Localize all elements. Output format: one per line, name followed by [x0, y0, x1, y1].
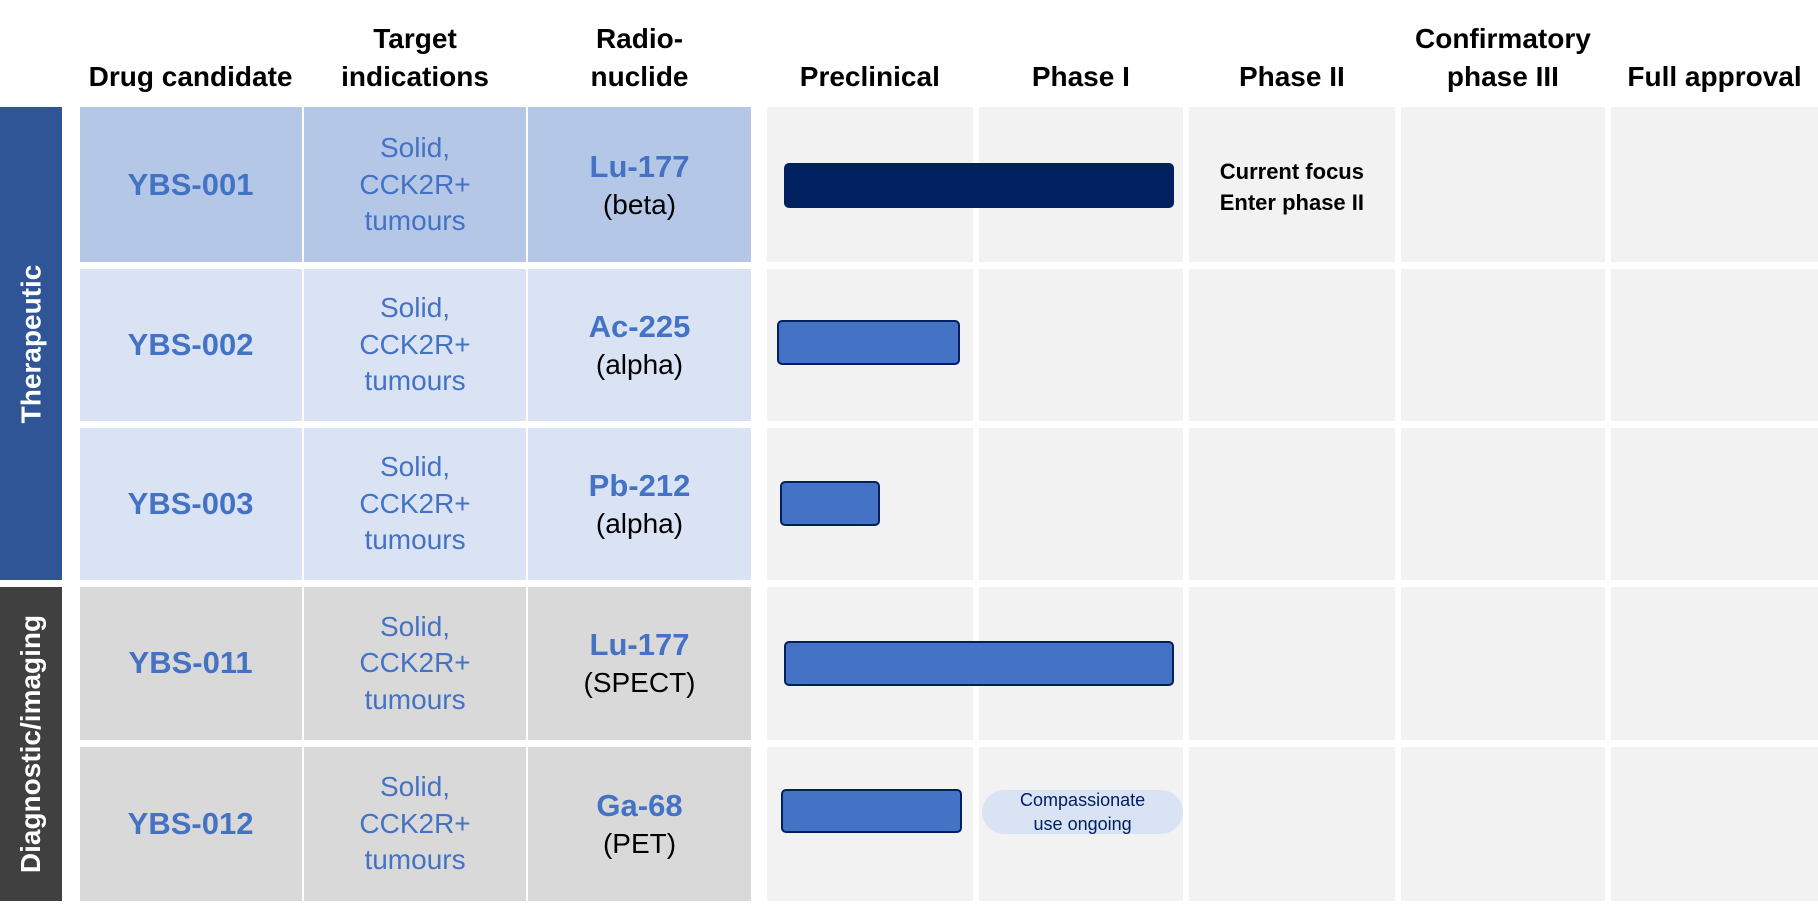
- phase-cell: [1189, 269, 1395, 421]
- phase-cell: [1611, 107, 1818, 263]
- nuclide-cell: Lu-177 (beta): [528, 107, 751, 263]
- phase-cell: [978, 269, 1184, 421]
- indication-text: Solid, CCK2R+ tumours: [359, 132, 471, 237]
- nuclide-name: Lu-177: [589, 627, 690, 662]
- column-header: Phase I: [979, 0, 1184, 99]
- indication-text: Solid, CCK2R+ tumours: [359, 610, 471, 715]
- group-text: Diagnostic/imaging: [14, 615, 46, 874]
- phase-cell: [1189, 587, 1395, 740]
- status-note: Current focus Enter phase II: [1189, 150, 1395, 225]
- column-header: Target indications: [304, 0, 526, 99]
- nuclide-cell: Ac-225 (alpha): [528, 269, 751, 421]
- header-text: Phase I: [1031, 60, 1130, 92]
- progress-bar: [784, 641, 1174, 687]
- note-text: Current focus: [1219, 158, 1364, 184]
- candidate-cell: YBS-003: [79, 427, 302, 581]
- phase-cell: [1400, 587, 1606, 740]
- column-header: Confirmatory phase III: [1401, 0, 1606, 99]
- header-text: Phase II: [1238, 60, 1345, 92]
- nuclide-type: (alpha): [595, 348, 684, 380]
- phase-cell: [1189, 746, 1395, 902]
- candidate-name: YBS-011: [128, 645, 253, 681]
- nuclide-type: (beta): [602, 188, 677, 220]
- group-label: Therapeutic: [0, 107, 62, 581]
- candidate-name: YBS-012: [127, 805, 254, 841]
- progress-bar: [779, 480, 881, 526]
- group-text: Therapeutic: [14, 264, 46, 424]
- group-label: Diagnostic/imaging: [0, 587, 62, 902]
- column-header: Phase II: [1189, 0, 1395, 99]
- phase-cell: [1189, 107, 1395, 263]
- indication-cell: Solid, CCK2R+ tumours: [303, 269, 527, 421]
- phase-cell: [978, 427, 1184, 581]
- indication-cell: Solid, CCK2R+ tumours: [303, 107, 527, 263]
- nuclide-name: Lu-177: [589, 148, 690, 184]
- nuclide-name: Ac-225: [588, 308, 691, 344]
- progress-bar: [777, 320, 960, 366]
- note-text: Enter phase II: [1219, 189, 1365, 215]
- indication-text: Solid, CCK2R+ tumours: [359, 451, 471, 556]
- progress-bar: [784, 162, 1174, 209]
- nuclide-name: Pb-212: [588, 467, 691, 503]
- indication-cell: Solid, CCK2R+ tumours: [303, 427, 527, 581]
- candidate-cell: YBS-001: [79, 107, 302, 263]
- nuclide-cell: Pb-212 (alpha): [528, 427, 751, 581]
- phase-cell: [1400, 269, 1606, 421]
- nuclide-type: (alpha): [595, 507, 684, 539]
- phase-cell: [1400, 107, 1606, 263]
- column-header: Radio-nuclide: [581, 0, 698, 99]
- indication-cell: Solid, CCK2R+ tumours: [303, 746, 527, 902]
- phase-cell: [1400, 746, 1606, 902]
- indication-text: Solid, CCK2R+ tumours: [359, 771, 471, 876]
- nuclide-type: (SPECT): [583, 667, 696, 699]
- header-text: Target indications: [341, 22, 489, 92]
- header-text: Confirmatory phase III: [1415, 22, 1591, 92]
- candidate-cell: YBS-012: [79, 746, 302, 902]
- nuclide-cell: Lu-177 (SPECT): [528, 587, 751, 740]
- column-header: Full approval: [1611, 0, 1818, 99]
- candidate-cell: YBS-011: [79, 587, 302, 740]
- phase-cell: [1400, 427, 1606, 581]
- phase-cell: [1189, 427, 1395, 581]
- candidate-name: YBS-002: [127, 326, 254, 362]
- phase-cell: [1611, 269, 1818, 421]
- header-text: Drug candidate: [88, 60, 293, 92]
- candidate-cell: YBS-002: [79, 269, 302, 421]
- phase-cell: [1611, 746, 1818, 902]
- candidate-name: YBS-001: [127, 166, 254, 202]
- candidate-name: YBS-003: [127, 485, 254, 521]
- status-bubble: Compassionate use ongoing: [982, 790, 1184, 835]
- column-header: Preclinical: [767, 0, 973, 99]
- phase-cell: [1611, 427, 1818, 581]
- nuclide-cell: Ga-68 (PET): [528, 746, 751, 902]
- indication-cell: Solid, CCK2R+ tumours: [303, 587, 527, 740]
- column-header: Drug candidate: [80, 0, 302, 99]
- phase-cell: [1611, 587, 1818, 740]
- header-text: Preclinical: [799, 60, 940, 92]
- indication-text: Solid, CCK2R+ tumours: [359, 292, 471, 397]
- header-text: Radio-nuclide: [590, 22, 689, 92]
- note-text: Compassionate use ongoing: [1020, 790, 1146, 835]
- nuclide-type: (PET): [602, 827, 677, 859]
- nuclide-name: Ga-68: [596, 787, 683, 823]
- progress-bar: [780, 789, 963, 834]
- header-text: Full approval: [1627, 60, 1802, 92]
